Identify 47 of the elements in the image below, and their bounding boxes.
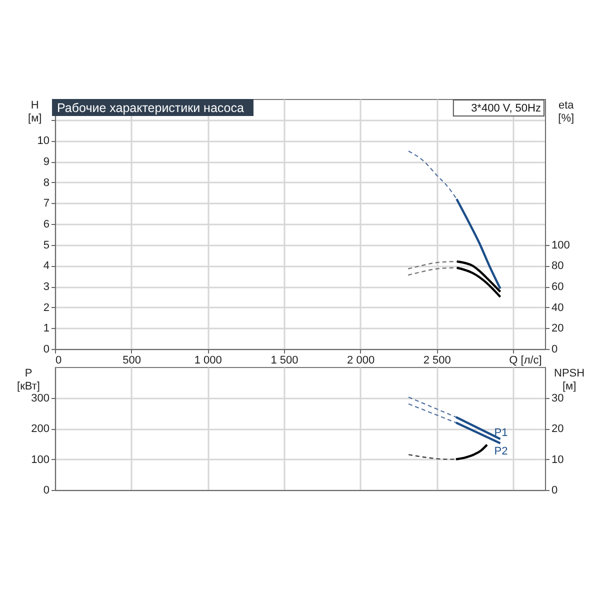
y2-tick-label: 20 — [552, 322, 564, 335]
y-axis-title: P [кВт] — [17, 368, 40, 392]
y-tick-label: 300 — [31, 392, 50, 404]
y-tick-label: 8 — [43, 176, 50, 189]
chart-subtitle: 3*400 V, 50Hz — [471, 102, 541, 114]
y-tick-label: 3 — [43, 281, 50, 293]
y-tick-label: 100 — [31, 454, 50, 466]
x-tick-label: 2 000 — [347, 354, 375, 366]
y-tick-label: 6 — [43, 218, 50, 230]
y2-tick-label: 40 — [552, 302, 564, 314]
x-tick-label: 500 — [122, 354, 142, 366]
y2-tick-label: 0 — [552, 344, 558, 356]
line-series — [456, 198, 502, 290]
chart-title: Рабочие характеристики насоса — [57, 101, 244, 115]
y2-tick-label: 10 — [552, 454, 564, 466]
series-label: P2 — [494, 445, 508, 458]
y2-tick-label: 80 — [552, 260, 564, 272]
line-series — [454, 444, 488, 460]
x-tick-label: 0 — [56, 354, 62, 366]
y-tick-label: 0 — [43, 484, 50, 496]
y2-tick-label: 0 — [552, 484, 558, 496]
y-tick-label: 9 — [43, 156, 50, 168]
x-tick-label: 1 500 — [270, 354, 298, 366]
y-axis-title: H [м] — [28, 100, 42, 124]
y-tick-label: 10 — [37, 135, 50, 148]
x-axis-title: Q [л/с] — [509, 354, 542, 366]
y-tick-label: 5 — [43, 239, 50, 252]
line-series — [408, 267, 458, 276]
y-tick-label: 7 — [43, 198, 50, 210]
y2-tick-label: 60 — [552, 281, 564, 293]
x-tick-label: 1 000 — [194, 354, 222, 366]
line-series — [456, 260, 502, 293]
y-tick-label: 1 — [43, 322, 50, 335]
line-series — [408, 260, 458, 270]
y2-tick-label: 30 — [552, 392, 564, 404]
y-tick-label: 200 — [31, 423, 50, 435]
y-tick-label: 0 — [43, 344, 50, 356]
line-series — [456, 266, 502, 298]
x-tick-label: 2 500 — [423, 354, 451, 366]
y2-tick-label: 20 — [552, 423, 564, 435]
y2-tick-label: 100 — [552, 239, 570, 252]
y2-axis-title: eta [%] — [558, 100, 575, 124]
y-tick-label: 4 — [43, 260, 50, 272]
series-label: P1 — [494, 426, 508, 439]
line-series — [408, 150, 458, 200]
y-tick-label: 2 — [43, 302, 50, 314]
y2-axis-title: NPSH [м] — [554, 368, 585, 392]
